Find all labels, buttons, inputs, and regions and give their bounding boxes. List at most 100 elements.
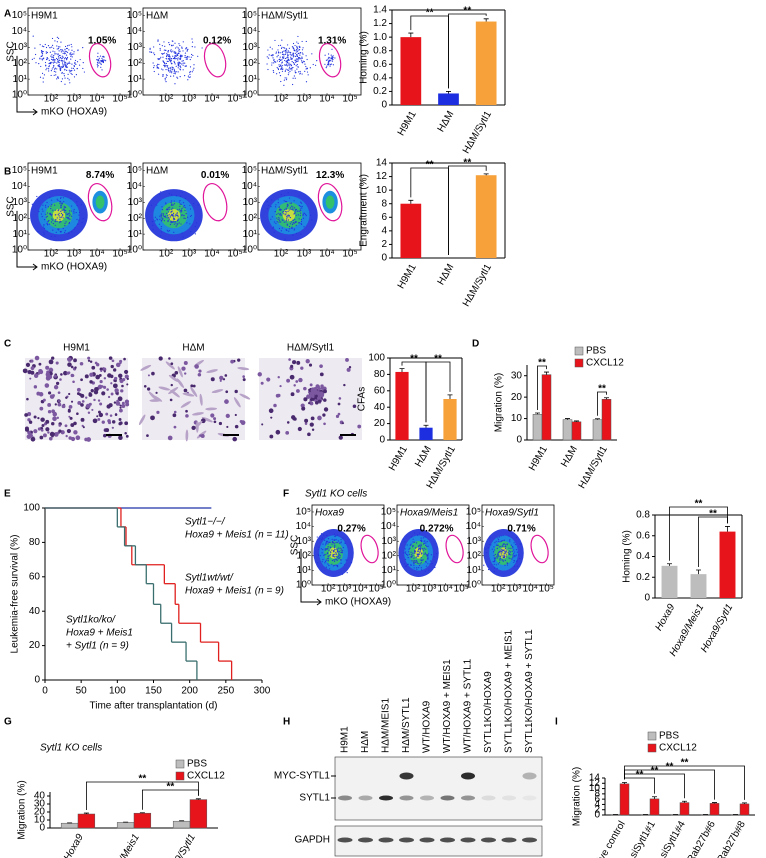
event-dot xyxy=(282,57,284,59)
cell xyxy=(185,414,189,418)
event-dot xyxy=(331,559,334,562)
event-dot xyxy=(328,541,331,543)
cell xyxy=(99,402,103,406)
event-dot xyxy=(496,567,498,570)
cell xyxy=(279,384,282,388)
x-tick-label: 10⁵ xyxy=(227,94,242,105)
cell xyxy=(165,361,175,370)
event-dot xyxy=(173,217,175,219)
event-dot xyxy=(306,58,308,61)
event-dot xyxy=(186,216,189,218)
significance-bracket xyxy=(448,13,487,89)
axis-arrow xyxy=(300,549,322,606)
band xyxy=(440,837,455,843)
event-dot xyxy=(171,204,173,206)
cell xyxy=(70,365,74,369)
event-dot xyxy=(50,199,53,201)
event-dot xyxy=(296,41,298,43)
event-dot xyxy=(420,569,423,571)
event-dot xyxy=(67,217,70,219)
event-dot xyxy=(516,536,518,539)
event-dot xyxy=(329,59,331,61)
event-dot xyxy=(172,221,174,224)
event-dot xyxy=(332,56,334,59)
event-dot xyxy=(488,543,490,546)
event-dot xyxy=(52,57,55,59)
cell xyxy=(30,359,34,363)
event-dot xyxy=(340,562,342,564)
event-dot xyxy=(297,35,299,38)
event-dot xyxy=(57,60,59,62)
event-dot xyxy=(289,53,291,55)
cell xyxy=(151,371,155,376)
event-dot xyxy=(291,226,293,228)
cell xyxy=(106,388,109,391)
cell xyxy=(242,378,246,382)
event-dot xyxy=(98,59,100,61)
x-tick-label: 10⁴ xyxy=(89,249,104,260)
event-dot xyxy=(271,48,273,50)
event-dot xyxy=(162,213,164,215)
event-dot xyxy=(342,546,344,549)
bar xyxy=(690,574,707,598)
event-dot xyxy=(160,214,162,216)
event-dot xyxy=(494,542,496,544)
event-dot xyxy=(279,213,282,215)
event-dot xyxy=(71,63,73,65)
x-tick-label: 10² xyxy=(274,249,289,260)
cell xyxy=(169,398,173,402)
event-dot xyxy=(284,59,286,62)
event-dot xyxy=(300,201,302,203)
event-dot xyxy=(294,44,296,47)
event-dot xyxy=(167,215,169,217)
cell xyxy=(177,366,183,378)
cell xyxy=(110,392,114,396)
cell xyxy=(34,355,40,361)
cell xyxy=(317,386,321,389)
event-dot xyxy=(322,549,324,551)
error-bar xyxy=(565,418,570,420)
cell xyxy=(119,421,123,425)
event-dot xyxy=(287,192,289,194)
event-dot xyxy=(288,209,290,211)
event-dot xyxy=(180,195,182,197)
cell xyxy=(39,406,44,411)
gate-percent: 12.3% xyxy=(316,170,344,181)
y-tick-label: 2 xyxy=(381,239,387,250)
cell xyxy=(286,378,291,383)
event-dot xyxy=(56,217,58,219)
event-dot xyxy=(186,55,189,58)
event-dot xyxy=(341,550,344,552)
event-dot xyxy=(343,564,346,566)
event-dot xyxy=(182,41,184,43)
event-dot xyxy=(68,79,70,81)
event-dot xyxy=(50,55,52,57)
image-title: H9M1 xyxy=(63,343,90,354)
event-dot xyxy=(294,77,296,79)
event-dot xyxy=(312,63,314,66)
event-dot xyxy=(281,56,284,58)
cell xyxy=(290,392,295,397)
event-dot xyxy=(291,205,293,207)
cell xyxy=(85,396,88,399)
event-dot xyxy=(76,204,78,207)
x-tick-label: 10⁵ xyxy=(454,584,469,595)
event-dot xyxy=(325,59,328,61)
event-dot xyxy=(289,70,291,72)
event-dot xyxy=(303,61,305,63)
cell xyxy=(210,413,215,418)
event-dot xyxy=(171,203,173,205)
event-dot xyxy=(52,209,54,211)
event-dot xyxy=(290,221,293,223)
event-dot xyxy=(287,50,289,52)
cell xyxy=(124,399,130,404)
cell xyxy=(110,364,114,369)
cell xyxy=(323,407,329,412)
band xyxy=(338,795,352,801)
event-dot xyxy=(185,47,187,49)
event-dot xyxy=(505,544,507,546)
event-dot xyxy=(330,54,332,56)
event-dot xyxy=(178,50,180,52)
event-dot xyxy=(284,53,286,56)
event-dot xyxy=(294,59,296,61)
